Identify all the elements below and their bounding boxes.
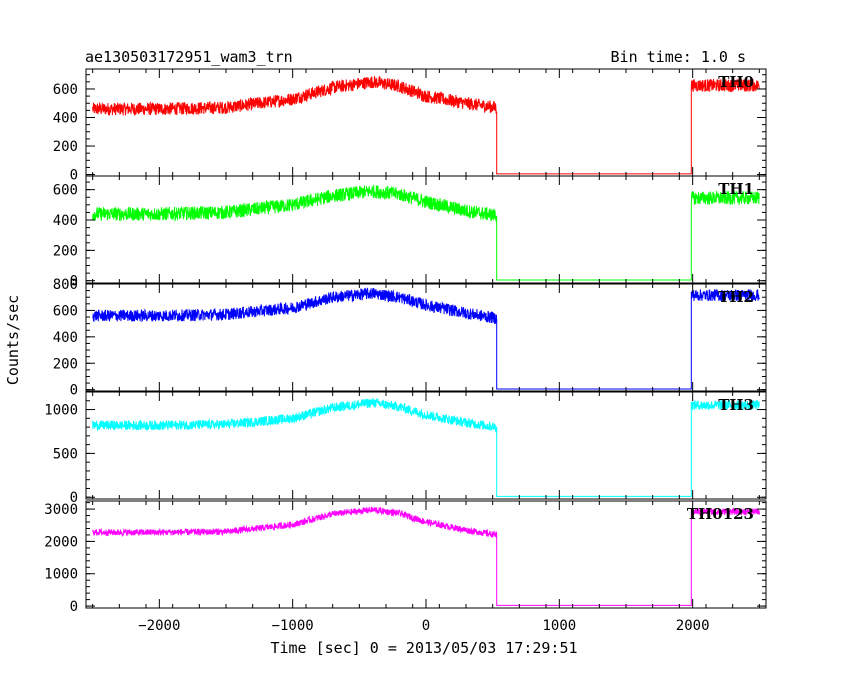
panel-frame bbox=[85, 175, 767, 284]
panel-frame bbox=[85, 68, 767, 177]
panel-label-th2: TH2 bbox=[718, 288, 754, 306]
series-th3-line bbox=[92, 398, 760, 497]
y-axis-label: Counts/sec bbox=[4, 295, 22, 385]
series-th0-line bbox=[92, 75, 760, 175]
y-tick-label: 0 bbox=[70, 490, 78, 506]
y-tick-label: 3000 bbox=[44, 502, 78, 518]
panel-th3: 0 500 1000 TH3 bbox=[44, 391, 767, 506]
series-th0123-line bbox=[92, 506, 760, 606]
x-axis-label: Time [sec] 0 = 2013/05/03 17:29:51 bbox=[270, 639, 577, 657]
y-tick-label: 600 bbox=[53, 303, 78, 319]
y-tick-label: 1000 bbox=[44, 403, 78, 419]
series-th1-line bbox=[92, 184, 760, 281]
panels-layer: 0 200 400 600 TH0 0 200 400 600 TH1 0 200 400 600 800 T… bbox=[44, 68, 767, 634]
panel-th0123: 0 1000 2000 3000 TH0123 bbox=[44, 500, 767, 615]
y-tick-label: 2000 bbox=[44, 534, 78, 550]
y-tick-label: 0 bbox=[70, 383, 78, 399]
y-tick-label: 200 bbox=[53, 356, 78, 372]
y-tick-label: 500 bbox=[53, 446, 78, 462]
x-tick-label: 2000 bbox=[676, 618, 710, 634]
y-tick-label: 0 bbox=[70, 274, 78, 290]
x-tick-label: 0 bbox=[422, 618, 430, 634]
panel-frame bbox=[85, 500, 767, 609]
y-tick-label: 0 bbox=[70, 168, 78, 184]
panel-th1: 0 200 400 600 TH1 bbox=[53, 175, 767, 290]
panel-th0: 0 200 400 600 TH0 bbox=[53, 68, 767, 184]
y-tick-label: 400 bbox=[53, 111, 78, 127]
x-tick-label: −1000 bbox=[272, 618, 314, 634]
y-tick-label: 800 bbox=[53, 277, 78, 293]
y-tick-label: 1000 bbox=[44, 567, 78, 583]
y-tick-label: 600 bbox=[53, 82, 78, 98]
panel-label-th0: TH0 bbox=[718, 73, 754, 91]
x-tick-label: −2000 bbox=[138, 618, 180, 634]
panel-label-th0123: TH0123 bbox=[687, 505, 754, 523]
panel-th2: 0 200 400 600 800 TH2 bbox=[53, 277, 767, 399]
chart-title: ae130503172951_wam3_trn bbox=[85, 48, 293, 66]
bin-time-label: Bin time: 1.0 s bbox=[611, 48, 746, 66]
panel-frame bbox=[85, 391, 767, 500]
y-tick-label: 600 bbox=[53, 183, 78, 199]
x-tick-label: 1000 bbox=[542, 618, 576, 634]
panel-label-th3: TH3 bbox=[718, 396, 754, 414]
panel-label-th1: TH1 bbox=[718, 180, 754, 198]
y-tick-label: 400 bbox=[53, 330, 78, 346]
series-th2-line bbox=[92, 287, 760, 390]
y-tick-label: 200 bbox=[53, 139, 78, 155]
y-tick-label: 0 bbox=[70, 599, 78, 615]
y-tick-label: 400 bbox=[53, 213, 78, 229]
y-tick-label: 200 bbox=[53, 243, 78, 259]
